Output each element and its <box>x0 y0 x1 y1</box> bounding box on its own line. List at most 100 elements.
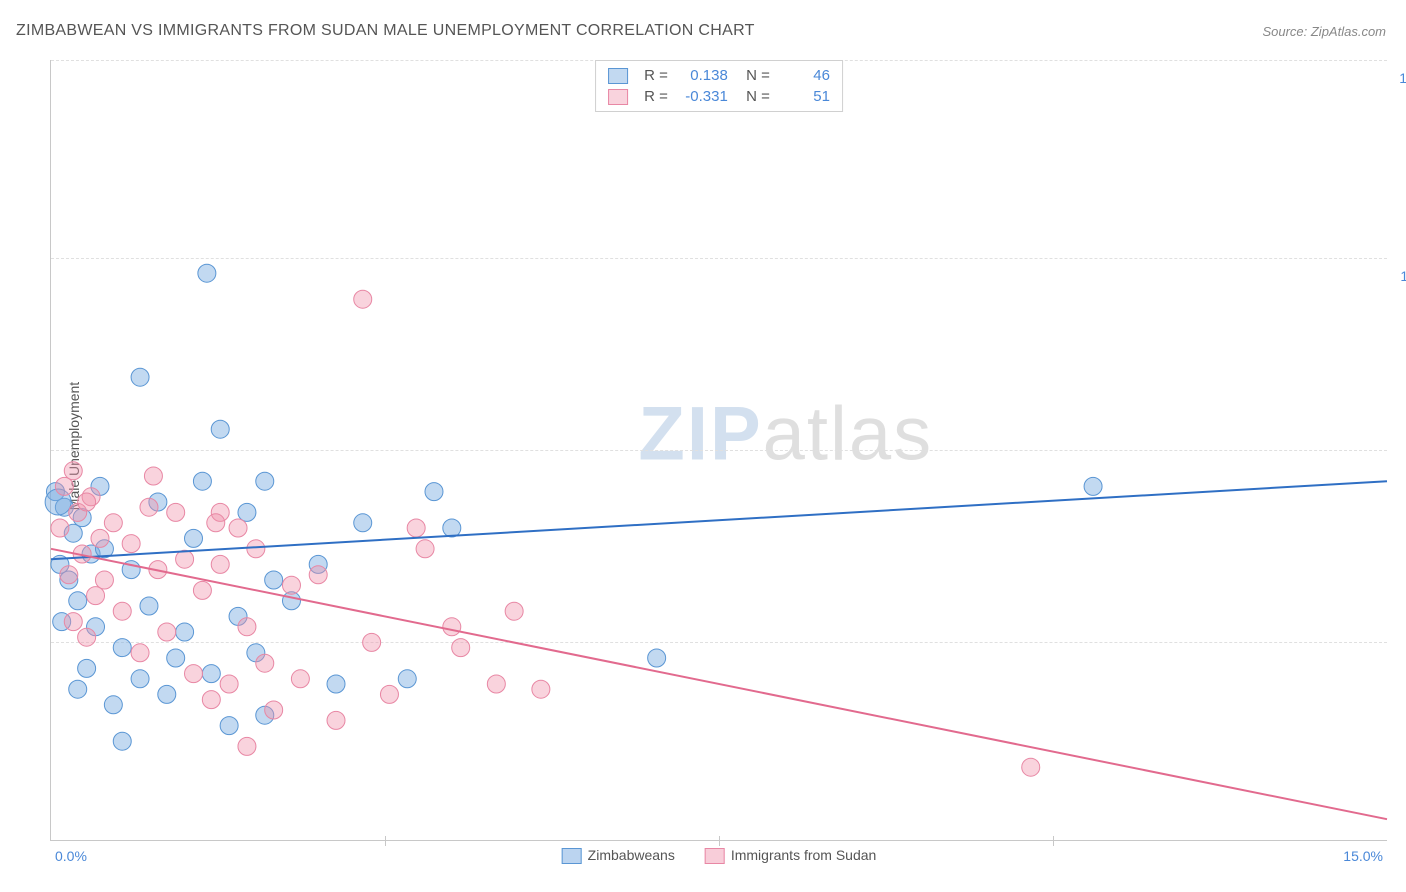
data-point <box>167 503 185 521</box>
data-point <box>78 659 96 677</box>
data-point <box>229 519 247 537</box>
legend-item: Immigrants from Sudan <box>705 847 877 864</box>
data-point <box>69 680 87 698</box>
data-point <box>131 644 149 662</box>
data-point <box>140 597 158 615</box>
data-point <box>505 602 523 620</box>
data-point <box>363 633 381 651</box>
data-point <box>113 732 131 750</box>
legend-item: Zimbabweans <box>562 847 675 864</box>
data-point <box>327 711 345 729</box>
data-point <box>220 717 238 735</box>
data-point <box>291 670 309 688</box>
data-point <box>193 581 211 599</box>
data-point <box>398 670 416 688</box>
data-point <box>380 685 398 703</box>
data-point <box>122 535 140 553</box>
data-point <box>202 665 220 683</box>
data-point <box>247 540 265 558</box>
data-point <box>265 571 283 589</box>
data-point <box>220 675 238 693</box>
regression-line <box>51 549 1387 819</box>
data-point <box>87 587 105 605</box>
data-point <box>416 540 434 558</box>
data-point <box>185 529 203 547</box>
data-point <box>104 514 122 532</box>
series-legend: Zimbabweans Immigrants from Sudan <box>562 847 877 864</box>
r-label: R = <box>644 67 668 84</box>
data-point <box>532 680 550 698</box>
n-label: N = <box>738 88 770 105</box>
chart-title: ZIMBABWEAN VS IMMIGRANTS FROM SUDAN MALE… <box>16 22 755 40</box>
scatter-plot-svg <box>51 60 1387 840</box>
data-point <box>55 477 73 495</box>
data-point <box>131 368 149 386</box>
data-point <box>443 519 461 537</box>
legend-label: Immigrants from Sudan <box>731 847 877 863</box>
data-point <box>354 514 372 532</box>
plot-area: ZIPatlas 15.0%11.2%7.5%3.8% R = 0.138 N … <box>50 60 1387 841</box>
data-point <box>95 571 113 589</box>
data-point <box>238 618 256 636</box>
data-point <box>211 555 229 573</box>
data-point <box>487 675 505 693</box>
data-point <box>167 649 185 667</box>
data-point <box>78 628 96 646</box>
r-value-sudan: -0.331 <box>678 88 728 105</box>
data-point <box>158 685 176 703</box>
data-point <box>207 514 225 532</box>
data-point <box>69 592 87 610</box>
data-point <box>265 701 283 719</box>
data-point <box>140 498 158 516</box>
data-point <box>1022 758 1040 776</box>
data-point <box>78 493 96 511</box>
swatch-zimbabweans <box>608 68 628 84</box>
legend-swatch <box>705 848 725 864</box>
data-point <box>144 467 162 485</box>
data-point <box>113 602 131 620</box>
data-point <box>238 503 256 521</box>
data-point <box>60 566 78 584</box>
n-value-zimbabweans: 46 <box>780 67 830 84</box>
swatch-sudan <box>608 89 628 105</box>
data-point <box>51 519 69 537</box>
data-point <box>91 529 109 547</box>
data-point <box>185 665 203 683</box>
chart-container: ZIMBABWEAN VS IMMIGRANTS FROM SUDAN MALE… <box>0 0 1406 892</box>
data-point <box>211 420 229 438</box>
stats-row-zimbabweans: R = 0.138 N = 46 <box>608 65 830 86</box>
n-value-sudan: 51 <box>780 88 830 105</box>
stats-row-sudan: R = -0.331 N = 51 <box>608 86 830 107</box>
data-point <box>354 290 372 308</box>
correlation-stats-legend: R = 0.138 N = 46 R = -0.331 N = 51 <box>595 60 843 112</box>
data-point <box>282 576 300 594</box>
data-point <box>256 472 274 490</box>
data-point <box>176 623 194 641</box>
data-point <box>104 696 122 714</box>
legend-label: Zimbabweans <box>588 847 675 863</box>
x-axis-min-label: 0.0% <box>55 848 87 864</box>
x-axis-max-label: 15.0% <box>1343 848 1383 864</box>
data-point <box>198 264 216 282</box>
source-attribution: Source: ZipAtlas.com <box>1262 24 1386 39</box>
data-point <box>193 472 211 490</box>
data-point <box>309 566 327 584</box>
n-label: N = <box>738 67 770 84</box>
legend-swatch <box>562 848 582 864</box>
y-tick-label: 11.2% <box>1400 268 1406 284</box>
data-point <box>131 670 149 688</box>
data-point <box>64 613 82 631</box>
data-point <box>64 462 82 480</box>
data-point <box>256 654 274 672</box>
data-point <box>425 483 443 501</box>
data-point <box>407 519 425 537</box>
data-point <box>202 691 220 709</box>
data-point <box>452 639 470 657</box>
data-point <box>1084 477 1102 495</box>
data-point <box>238 737 256 755</box>
data-point <box>158 623 176 641</box>
r-label: R = <box>644 88 668 105</box>
data-point <box>113 639 131 657</box>
data-point <box>176 550 194 568</box>
r-value-zimbabweans: 0.138 <box>678 67 728 84</box>
